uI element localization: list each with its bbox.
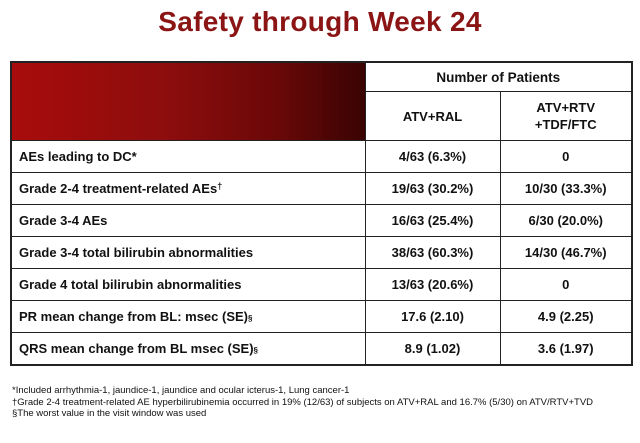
row-label: Grade 2-4 treatment-related AEs† xyxy=(10,172,366,205)
row-label: PR mean change from BL: msec (SE)§ xyxy=(10,300,366,333)
footnote: *Included arrhythmia-1, jaundice-1, jaun… xyxy=(12,385,350,396)
cell-atv-rtv: 10/30 (33.3%) xyxy=(499,172,633,205)
cell-atv-ral: 17.6 (2.10) xyxy=(364,300,501,333)
table-row: Grade 4 total bilirubin abnormalities 13… xyxy=(10,268,633,301)
row-label: QRS mean change from BL msec (SE)§ xyxy=(10,332,366,366)
column-header-atv-rtv: ATV+RTV +TDF/FTC xyxy=(499,91,633,141)
table-row: QRS mean change from BL msec (SE)§ 8.9 (… xyxy=(10,332,633,366)
slide-title: Safety through Week 24 xyxy=(158,6,482,37)
cell-atv-rtv: 0 xyxy=(499,268,633,301)
cell-atv-rtv: 14/30 (46.7%) xyxy=(499,236,633,269)
cell-atv-rtv: 6/30 (20.0%) xyxy=(499,204,633,237)
cell-atv-rtv: 3.6 (1.97) xyxy=(499,332,633,366)
row-label: AEs leading to DC* xyxy=(10,140,366,173)
cell-atv-ral: 4/63 (6.3%) xyxy=(364,140,501,173)
row-label: Grade 3-4 total bilirubin abnormalities xyxy=(10,236,366,269)
column-header-atv-rtv-line2: +TDF/FTC xyxy=(534,117,597,132)
cell-atv-ral: 38/63 (60.3%) xyxy=(364,236,501,269)
table-row: Grade 3-4 AEs 16/63 (25.4%) 6/30 (20.0%) xyxy=(10,204,633,237)
cell-atv-ral: 8.9 (1.02) xyxy=(364,332,501,366)
dagger-mark: † xyxy=(217,181,223,191)
cell-atv-ral: 19/63 (30.2%) xyxy=(364,172,501,205)
safety-table: Number of Patients ATV+RAL ATV+RTV +TDF/… xyxy=(10,61,633,366)
cell-atv-rtv: 4.9 (2.25) xyxy=(499,300,633,333)
footnote: †Grade 2-4 treatment-related AE hyperbil… xyxy=(12,396,594,408)
table-row: PR mean change from BL: msec (SE)§ 17.6 … xyxy=(10,300,633,333)
table-row: Grade 3-4 total bilirubin abnormalities … xyxy=(10,236,633,269)
row-label: Grade 3-4 AEs xyxy=(10,204,366,237)
cell-atv-rtv: 0 xyxy=(499,140,633,173)
footnote: §The worst value in the visit window was… xyxy=(12,408,207,419)
column-header-atv-rtv-line1: ATV+RTV xyxy=(536,100,596,115)
section-mark: § xyxy=(253,346,258,355)
section-mark: § xyxy=(248,314,253,323)
header-gradient-band xyxy=(10,61,366,141)
row-label: Grade 4 total bilirubin abnormalities xyxy=(10,268,366,301)
cell-atv-ral: 13/63 (20.6%) xyxy=(364,268,501,301)
table-row: Grade 2-4 treatment-related AEs† 19/63 (… xyxy=(10,172,633,205)
header-row-columns: ATV+RAL ATV+RTV +TDF/FTC xyxy=(11,91,633,141)
footnotes: *Included arrhythmia-1, jaundice-1, jaun… xyxy=(12,385,632,420)
table-row: AEs leading to DC* 4/63 (6.3%) 0 xyxy=(10,140,633,173)
group-header: Number of Patients xyxy=(364,61,633,92)
header-row-group: Number of Patients xyxy=(10,61,633,141)
cell-atv-ral: 16/63 (25.4%) xyxy=(364,204,501,237)
column-header-atv-ral: ATV+RAL xyxy=(364,91,501,141)
